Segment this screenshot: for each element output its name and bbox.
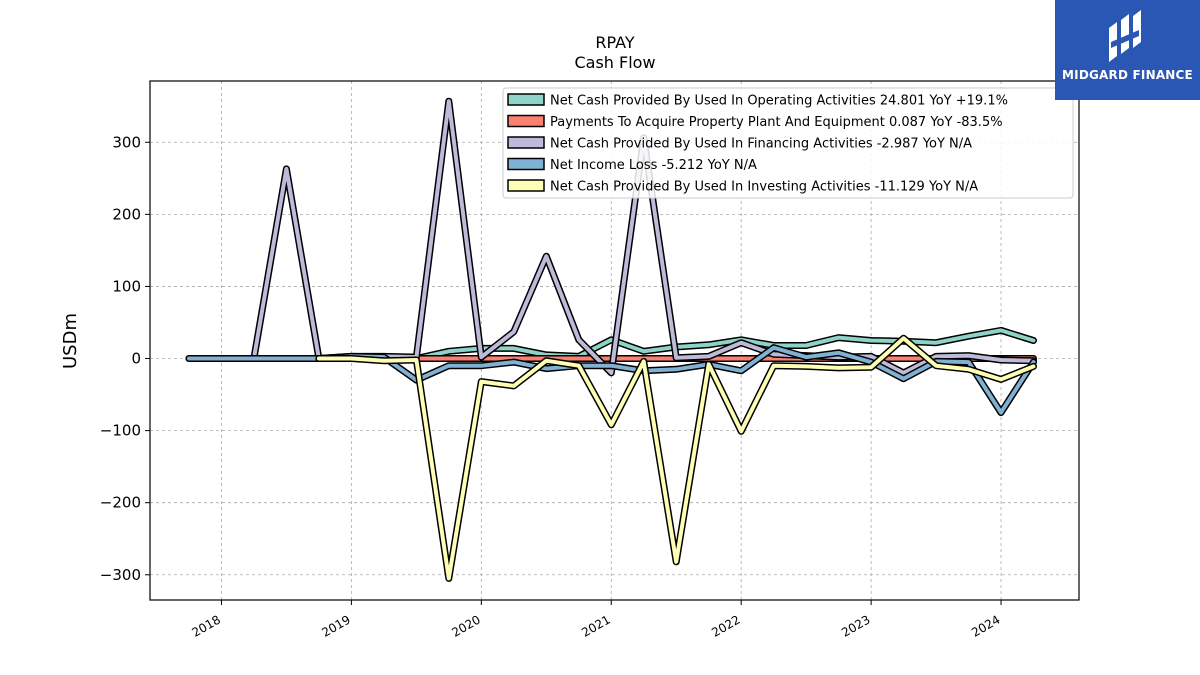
legend-swatch: [507, 114, 545, 128]
x-tick-label: 2023: [839, 612, 872, 639]
x-tick-label: 2018: [190, 612, 223, 639]
plot-frame: [149, 80, 1080, 601]
legend-entry: Net Cash Provided By Used In Financing A…: [550, 137, 972, 152]
x-tick-label: 2022: [709, 612, 742, 639]
series-line-5: [316, 336, 1036, 581]
legend-swatch: [507, 93, 545, 106]
y-tick-label: −300: [100, 566, 141, 584]
legend: Net Cash Provided By Used In Operating A…: [502, 87, 1074, 199]
series-line-1: [414, 328, 1036, 361]
y-tick-label: −200: [100, 494, 141, 512]
midgard-logo-icon: [1109, 10, 1141, 62]
legend-swatch: [507, 179, 545, 192]
y-tick-label: 300: [112, 133, 141, 151]
legend-box: [502, 87, 1074, 199]
series-lines: [185, 97, 1037, 582]
x-tick-label: 2019: [319, 612, 352, 639]
legend-entry: Payments To Acquire Property Plant And E…: [550, 115, 1003, 130]
y-axis: −300 −200 −100 0 100 200 300: [100, 133, 150, 584]
legend-entry: Net Cash Provided By Used In Operating A…: [550, 94, 1008, 109]
chart-title: RPAY: [595, 33, 634, 52]
x-tick-label: 2024: [969, 612, 1002, 639]
y-tick-label: 200: [112, 205, 141, 223]
y-tick-label: −100: [100, 422, 141, 440]
midgard-finance-logo: MIDGARD FINANCE: [1055, 0, 1200, 100]
chart-subtitle: Cash Flow: [574, 53, 655, 72]
y-axis-label: USDm: [60, 313, 81, 369]
legend-entry: Net Income Loss -5.212 YoY N/A: [550, 158, 757, 173]
legend-swatch: [507, 136, 545, 149]
x-tick-label: 2021: [579, 612, 612, 639]
x-tick-label: 2020: [449, 612, 482, 639]
x-axis: 2018 2019 2020 2021 2022 2023 2024: [190, 600, 1003, 640]
y-tick-label: 100: [112, 277, 141, 295]
logo-text: MIDGARD FINANCE: [1062, 68, 1193, 82]
legend-entry: Net Cash Provided By Used In Investing A…: [550, 180, 978, 195]
y-tick-label: 0: [131, 350, 141, 368]
legend-swatch: [507, 157, 545, 171]
